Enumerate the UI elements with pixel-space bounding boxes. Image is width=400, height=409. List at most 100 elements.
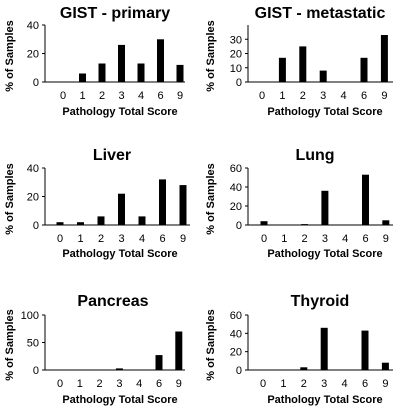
x-tick-label: 0 (60, 90, 66, 102)
y-tick-label: 20 (230, 347, 242, 359)
x-tick-label: 9 (180, 233, 186, 245)
y-tick-label: 0 (236, 77, 242, 89)
y-ticks: 0 20 40 (27, 163, 45, 232)
x-tick-label: 4 (342, 378, 348, 390)
bars (115, 331, 183, 370)
x-axis-label: Pathology Total Score (62, 248, 177, 260)
y-tick-label: 0 (236, 365, 242, 377)
bar-3 (321, 190, 329, 225)
y-axis-label: % of Samples (4, 163, 16, 235)
x-axis-label: Pathology Total Score (267, 394, 382, 406)
y-tick-label: 60 (230, 310, 242, 322)
bar-3 (115, 368, 123, 370)
bar-1 (278, 57, 286, 82)
x-tick-label: 1 (79, 90, 85, 102)
bar-4 (137, 63, 145, 82)
bar-9 (380, 35, 388, 82)
x-tick-label: 3 (116, 378, 122, 390)
x-tick-label: 2 (301, 378, 307, 390)
y-tick-label: 20 (27, 49, 39, 61)
y-tick-label: 50 (27, 338, 39, 350)
x-tick-label: 1 (77, 233, 83, 245)
y-tick-label: 40 (230, 328, 242, 340)
y-axis-label: % of Samples (205, 163, 217, 235)
y-tick-label: 0 (33, 220, 39, 232)
y-ticks: 0 10 20 30 (230, 34, 248, 89)
bar-6 (362, 174, 369, 225)
bars (278, 35, 388, 82)
y-ticks: 0 50 100 (21, 310, 45, 377)
bar-6 (360, 57, 368, 82)
x-tick-label: 9 (383, 233, 389, 245)
y-tick-label: 0 (33, 77, 39, 89)
x-tick-label: 4 (138, 90, 144, 102)
x-tick-label: 6 (362, 378, 368, 390)
x-tick-labels: 0 1 2 3 4 6 9 (259, 90, 388, 102)
x-axis-label: Pathology Total Score (267, 248, 382, 260)
panel-gist-primary: GIST - primary 0 20 40 0 1 2 3 4 6 9 Pathology T… (4, 5, 185, 118)
x-tick-label: 2 (300, 90, 306, 102)
panel-pancreas: Pancreas 0 50 100 0 1 2 3 4 6 9 Pathology Total … (4, 293, 185, 406)
bar-3 (118, 193, 125, 225)
x-tick-labels: 0 1 2 3 4 6 9 (261, 233, 389, 245)
x-tick-label: 6 (159, 233, 165, 245)
panel-gist-metastatic: GIST - metastatic 0 10 20 30 0 1 2 3 4 6 9 Pathol… (205, 5, 393, 118)
y-tick-label: 100 (21, 310, 39, 322)
bar-0 (56, 222, 64, 225)
x-tick-label: 3 (320, 90, 326, 102)
y-ticks: 0 20 40 60 (230, 163, 248, 232)
x-tick-label: 0 (259, 90, 265, 102)
x-tick-label: 9 (381, 90, 387, 102)
x-tick-label: 1 (279, 90, 285, 102)
bar-9 (382, 220, 390, 226)
bars (260, 174, 390, 226)
x-tick-label: 0 (260, 378, 266, 390)
bar-1 (77, 222, 84, 225)
bar-4 (138, 216, 146, 225)
x-tick-label: 0 (57, 233, 63, 245)
y-tick-label: 40 (27, 20, 39, 32)
x-tick-label: 6 (157, 90, 163, 102)
panel-title: Liver (93, 147, 131, 164)
bar-2 (97, 216, 105, 225)
bars (300, 327, 389, 371)
x-tick-label: 1 (280, 378, 286, 390)
y-tick-label: 60 (230, 163, 242, 175)
x-tick-label: 3 (322, 233, 328, 245)
y-axis-label: % of Samples (4, 309, 16, 381)
x-tick-label: 3 (118, 90, 124, 102)
x-tick-label: 2 (97, 378, 103, 390)
y-tick-label: 20 (230, 49, 242, 61)
panel-lung: Lung 0 20 40 60 0 1 2 3 4 6 9 Pathology Total Sco… (205, 147, 393, 260)
x-tick-labels: 0 1 2 3 4 6 9 (57, 233, 186, 245)
x-tick-label: 2 (98, 233, 104, 245)
bar-9 (381, 362, 389, 370)
x-tick-label: 0 (261, 233, 267, 245)
bar-6 (361, 330, 369, 370)
panel-liver: Liver 0 20 40 0 1 2 3 4 6 9 Pathology Total Scor… (4, 147, 190, 260)
x-tick-label: 1 (77, 378, 83, 390)
x-tick-label: 9 (177, 90, 183, 102)
y-tick-label: 30 (230, 34, 242, 46)
x-tick-label: 9 (176, 378, 182, 390)
bar-2 (299, 46, 307, 82)
bar-2 (300, 367, 308, 371)
x-tick-label: 2 (302, 233, 308, 245)
x-tick-label: 4 (341, 90, 347, 102)
x-axis-label: Pathology Total Score (267, 106, 382, 118)
panel-title: Pancreas (77, 293, 148, 310)
x-tick-labels: 0 1 2 3 4 6 9 (260, 378, 389, 390)
bar-1 (79, 73, 86, 82)
bar-6 (157, 39, 164, 83)
y-tick-label: 10 (230, 63, 242, 75)
x-axis-label: Pathology Total Score (62, 106, 177, 118)
x-tick-label: 4 (139, 233, 145, 245)
x-tick-label: 2 (99, 90, 105, 102)
panel-title: Thyroid (291, 293, 350, 310)
y-tick-label: 40 (27, 163, 39, 175)
x-tick-label: 3 (118, 233, 124, 245)
y-tick-label: 20 (27, 192, 39, 204)
x-tick-labels: 0 1 2 3 4 6 9 (60, 90, 183, 102)
bar-9 (176, 64, 184, 82)
